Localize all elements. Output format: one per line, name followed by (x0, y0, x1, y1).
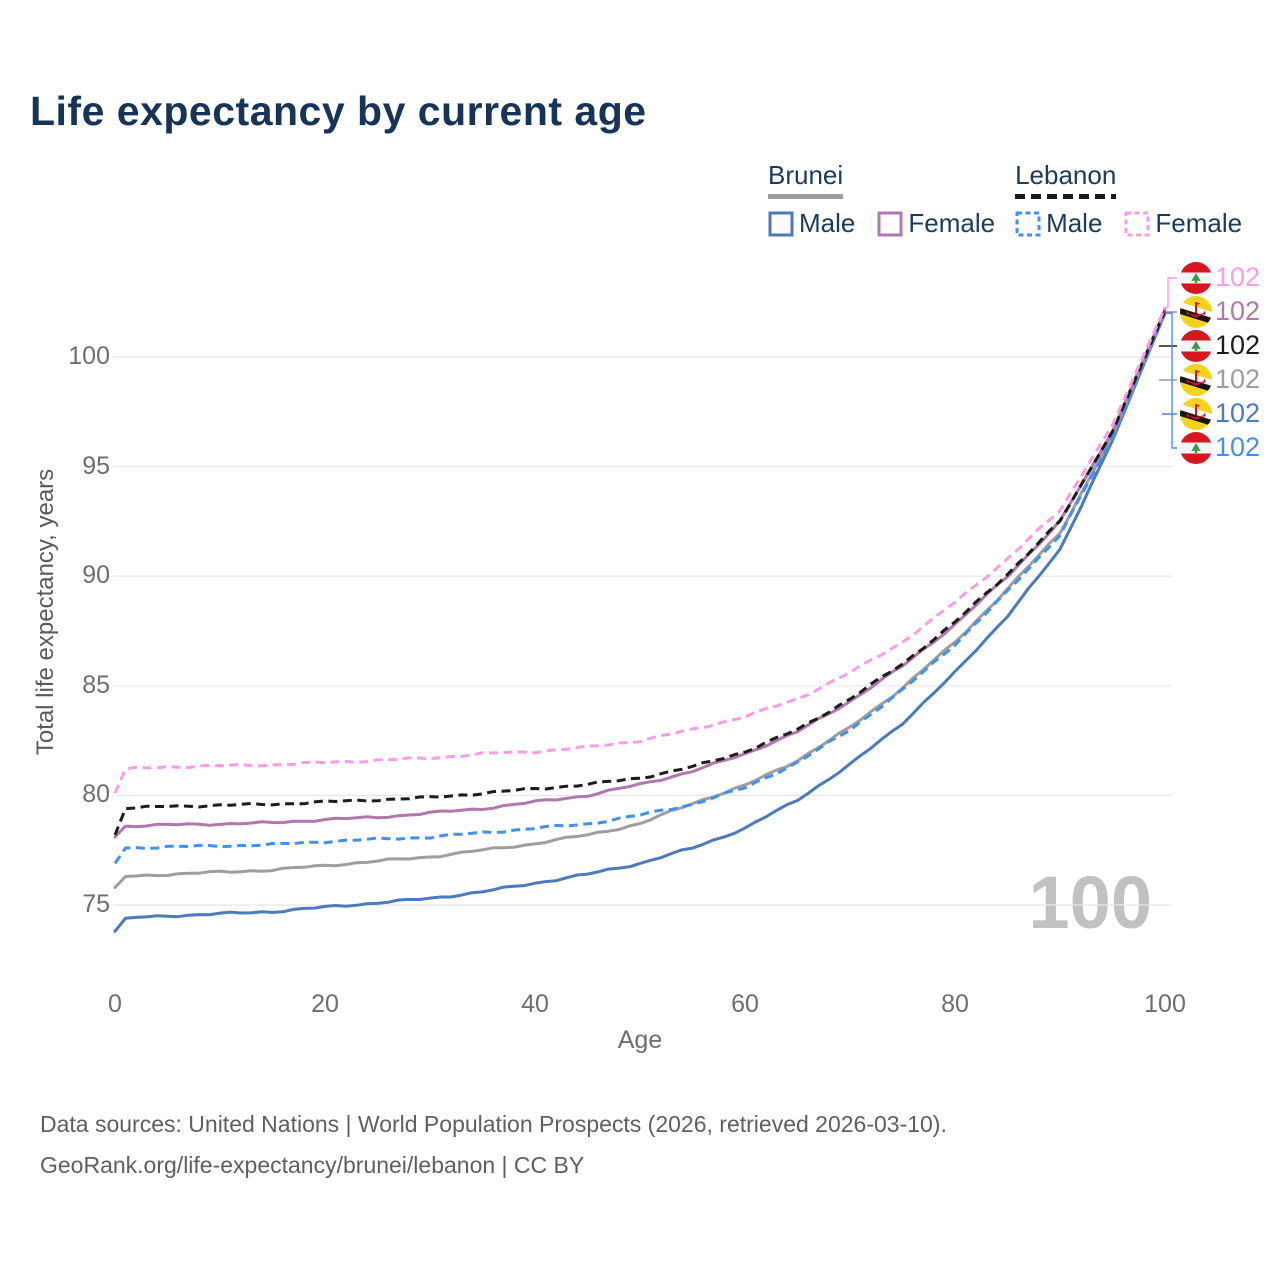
legend-swatch-solid (877, 211, 903, 236)
legend-item-label: Female (908, 208, 996, 238)
legend-country-header: Lebanon (1015, 160, 1117, 199)
y-tick-label: 100 (68, 342, 110, 370)
gridlines (113, 356, 1172, 906)
flag-brunei-icon (1180, 398, 1212, 430)
flag-lebanon-icon (1180, 432, 1212, 464)
y-axis-label: Total life expectancy, years (32, 468, 59, 756)
x-axis-ticks: 0 20 40 60 80 100 (0, 990, 1280, 1020)
series-line-lebanon-male (113, 312, 1167, 865)
legend-swatch-dashed (1124, 211, 1150, 236)
legend-swatch-solid (768, 211, 794, 236)
y-tick-label: 85 (82, 670, 110, 699)
y-axis-ticks: 75 80 85 90 95 100 (40, 0, 110, 1000)
y-tick-label: 90 (82, 561, 110, 590)
y-tick-label: 80 (82, 780, 110, 809)
legend-item-brunei-male[interactable]: Male (768, 208, 855, 239)
legend-swatch-dashed (1015, 211, 1041, 236)
footer: Data sources: United Nations | World Pop… (40, 1104, 1240, 1187)
flag-lebanon-icon (1180, 330, 1212, 362)
page-title: Life expectancy by current age (30, 88, 647, 134)
y-tick-label: 75 (82, 890, 110, 918)
end-value-label: 102 (1215, 296, 1261, 326)
legend-group-brunei: Brunei Male Female (768, 160, 995, 239)
legend-group-lebanon: Lebanon Male Female (1015, 160, 1242, 239)
flag-brunei-icon (1180, 296, 1212, 328)
end-value-label: 102 (1215, 432, 1261, 462)
legend-country-label: Lebanon (1015, 160, 1117, 190)
legend-item-label: Male (799, 208, 856, 238)
flag-lebanon-icon (1180, 262, 1212, 294)
legend-country-header: Brunei (768, 160, 844, 199)
legend-item-label: Male (1046, 208, 1103, 238)
end-value-label: 102 (1215, 262, 1261, 292)
x-tick-label: 20 (311, 990, 339, 1018)
legend-item-brunei-female[interactable]: Female (877, 208, 995, 239)
current-age-watermark: 100 (1028, 861, 1152, 944)
legend-item-lebanon-male[interactable]: Male (1015, 208, 1102, 239)
data-sources-line: Data sources: United Nations | World Pop… (40, 1111, 947, 1137)
leader-line (1163, 277, 1177, 309)
series-line-lebanon-total (113, 310, 1167, 836)
series-line-lebanon-female (113, 307, 1167, 794)
x-tick-label: 0 (108, 990, 122, 1018)
legend: Brunei Male Female Lebanon Male Female (768, 160, 1242, 239)
legend-country-linestyle-sample (768, 194, 844, 199)
legend-country-linestyle-sample (1015, 194, 1117, 199)
end-value-label: 102 (1215, 364, 1261, 394)
series-line-brunei-total (113, 310, 1167, 889)
leader-line (1166, 312, 1177, 449)
attribution-line: GeoRank.org/life-expectancy/brunei/leban… (40, 1152, 585, 1179)
legend-country-label: Brunei (768, 160, 844, 190)
x-tick-label: 40 (521, 990, 549, 1018)
x-tick-label: 60 (731, 990, 759, 1018)
legend-item-lebanon-female[interactable]: Female (1124, 208, 1242, 239)
flag-brunei-icon (1180, 364, 1212, 396)
y-tick-label: 95 (82, 451, 110, 480)
x-tick-label: 100 (1144, 990, 1186, 1018)
x-tick-label: 80 (941, 990, 969, 1018)
end-value-label: 102 (1215, 398, 1261, 428)
legend-item-label: Female (1155, 208, 1243, 238)
x-axis-label: Age (617, 1026, 663, 1054)
end-value-label: 102 (1215, 330, 1261, 360)
end-label-markers (1159, 262, 1212, 464)
line-chart-plot[interactable] (0, 0, 1280, 1080)
series-line-brunei-male (113, 311, 1167, 933)
